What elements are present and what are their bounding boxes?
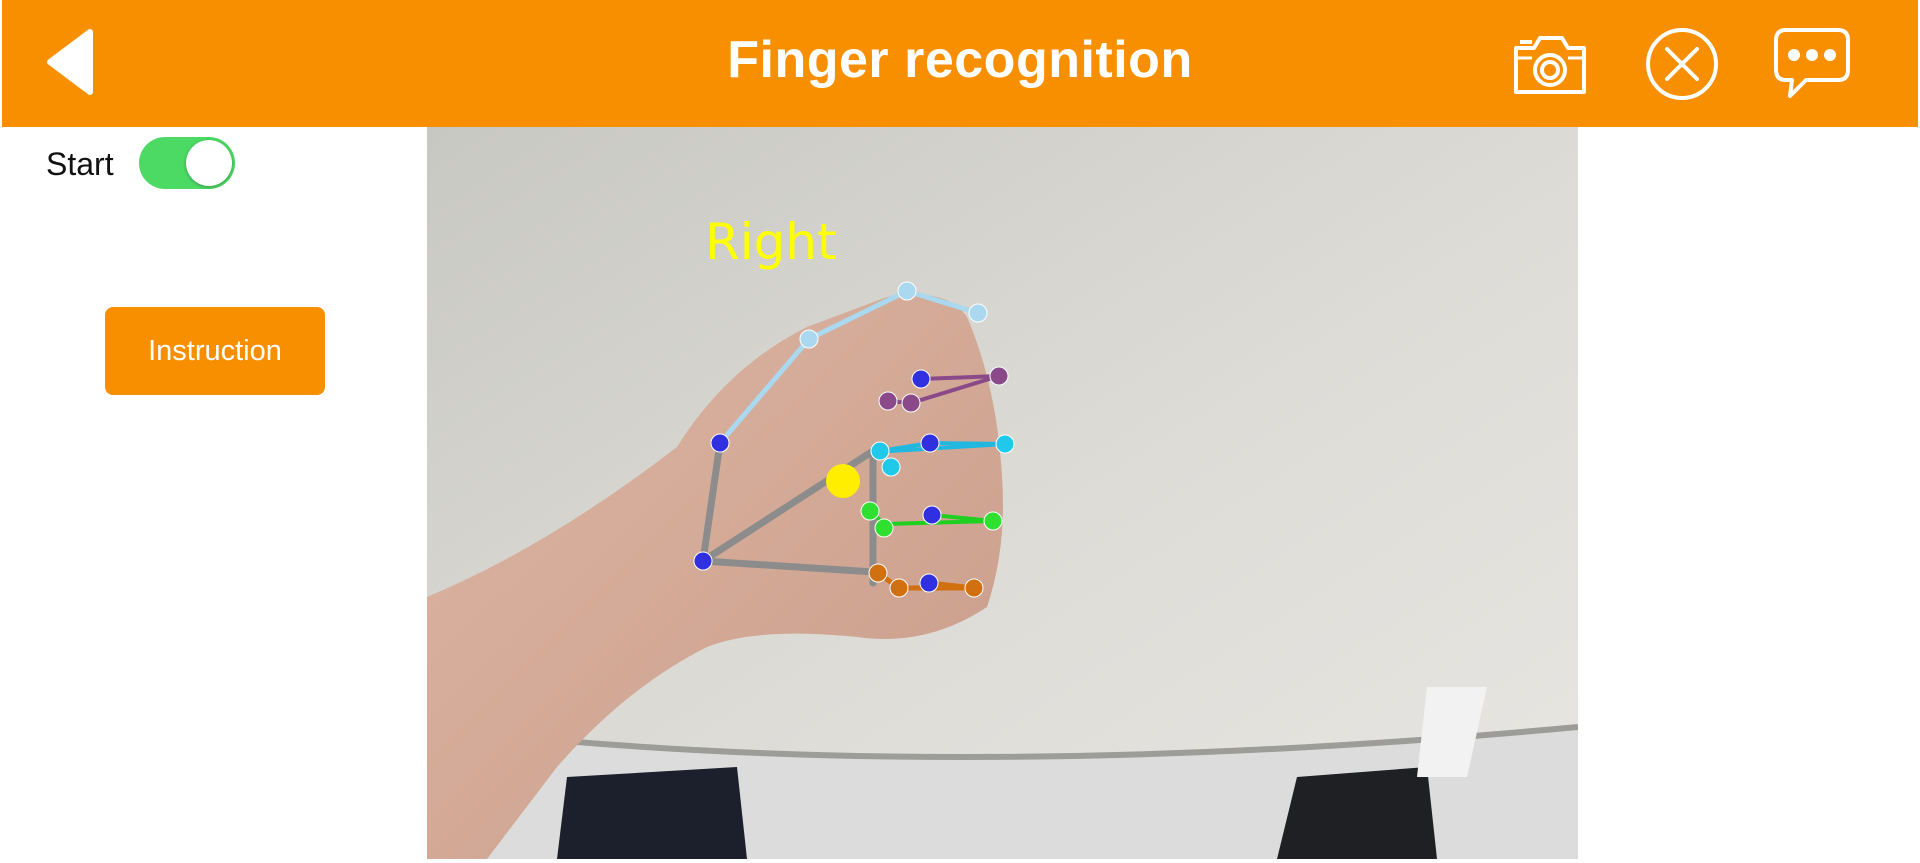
back-button[interactable] [42,28,102,98]
page-title: Finger recognition [727,31,1193,89]
close-button[interactable] [1642,26,1722,102]
camera-icon [1514,36,1586,94]
camera-feed: Right [427,127,1578,859]
close-circle-icon [1646,28,1718,100]
camera-image: Right [427,127,1578,859]
toggle-knob [186,140,232,186]
chat-button[interactable] [1772,26,1852,102]
hand-label: Right [705,213,837,271]
back-triangle-icon [47,29,93,95]
app-header: Finger recognition [2,0,1918,127]
instruction-button[interactable]: Instruction [105,307,325,395]
start-toggle[interactable] [139,137,235,189]
chat-bubble-icon [1774,28,1850,98]
camera-button[interactable] [1510,26,1590,102]
start-label: Start [46,146,114,182]
